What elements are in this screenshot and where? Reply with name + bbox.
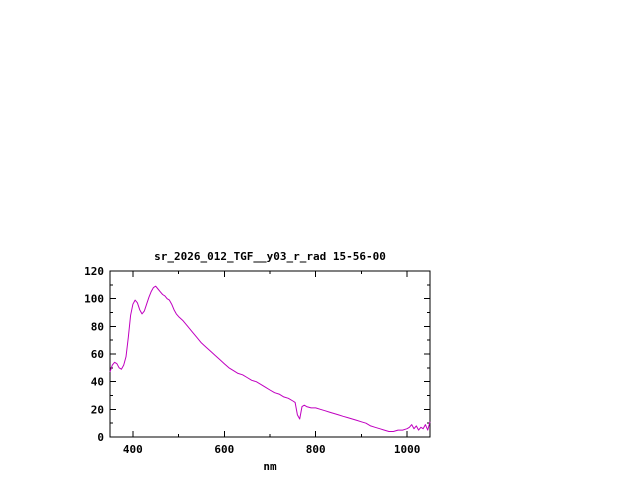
- y-tick-label: 40: [91, 376, 104, 389]
- x-axis-label: nm: [263, 460, 277, 473]
- y-tick-label: 120: [84, 265, 104, 278]
- series-polyline: [109, 285, 431, 432]
- y-tick-label: 80: [91, 320, 104, 333]
- x-tick-label: 400: [123, 443, 143, 456]
- y-tick-label: 20: [91, 403, 104, 416]
- x-tick-label: 800: [306, 443, 326, 456]
- y-tick-label: 0: [97, 431, 104, 444]
- plot-border: [109, 270, 431, 438]
- chart-title: sr_2026_012_TGF__y03_r_rad 15-56-00: [154, 250, 386, 263]
- x-tick-label: 1000: [394, 443, 421, 456]
- y-tick-label: 100: [84, 293, 104, 306]
- plot-frame: [109, 270, 431, 438]
- y-tick-label: 60: [91, 348, 104, 361]
- tick-labels: 400 600 800 1000 0 20 40 60 80 100 120: [84, 265, 420, 456]
- series-layer: [109, 285, 431, 432]
- x-tick-label: 600: [214, 443, 234, 456]
